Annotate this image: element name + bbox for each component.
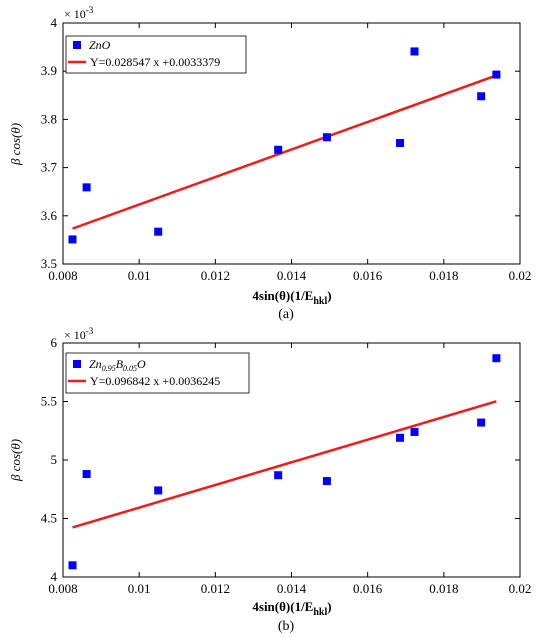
panel-b-data-point xyxy=(322,477,331,486)
panel-a-y-tick-label: 3.5 xyxy=(41,256,57,271)
panel-a-x-tick-label: 0.012 xyxy=(201,268,230,283)
panel-b-data-point xyxy=(477,418,486,427)
panel-b-x-tick-label: 0.018 xyxy=(429,581,458,596)
panel-b-x-tick-label: 0.008 xyxy=(48,581,77,596)
panel-a-data-point xyxy=(68,235,77,244)
panel-b-x-tick-label: 0.02 xyxy=(509,581,532,596)
panel-a-chart: 0.008 0.01 0.012 0.014 0.016 0.018 0.02 3.5 3.6… xyxy=(8,5,531,322)
panel-b-data-point xyxy=(396,433,405,442)
panel-a-y-ticks: 3.5 3.6 3.7 3.8 3.9 4 xyxy=(41,15,520,271)
panel-b-data-point xyxy=(492,354,501,363)
panel-a-caption: (a) xyxy=(278,307,294,322)
panel-a-x-tick-label: 0.014 xyxy=(277,268,307,283)
panel-b-x-tick-label: 0.014 xyxy=(277,581,307,596)
panel-a-x-tick-label: 0.02 xyxy=(509,268,532,283)
panel-b-y-axis-label: β cos(θ) xyxy=(8,439,23,482)
panel-a-y-exponent: × 10-3 xyxy=(64,5,94,21)
panel-b-x-ticks: 0.008 0.01 0.012 0.014 0.016 0.018 0.02 xyxy=(48,343,531,596)
panel-b-fit-line xyxy=(72,400,497,529)
panel-a-legend: ZnO Y=0.028547 x +0.0033379 xyxy=(65,35,247,74)
panel-a-legend-series-label: ZnO xyxy=(89,38,111,52)
panel-b-chart: 0.008 0.01 0.012 0.014 0.016 0.018 0.02 4 4.5 5 5… xyxy=(8,326,531,634)
panel-a-x-axis-label: 4sin(θ)(1/Ehkl) xyxy=(252,288,331,307)
panel-b-caption: (b) xyxy=(278,619,295,634)
panel-b-legend-series-label: Zn0.95B0.05O xyxy=(89,357,146,373)
panel-a-data-point xyxy=(492,70,501,79)
panel-a-y-tick-label: 3.6 xyxy=(41,208,58,223)
panel-a-data-point xyxy=(154,227,163,236)
panel-b-x-axis-label: 4sin(θ)(1/Ehkl) xyxy=(252,599,331,618)
panel-a-legend-marker-icon xyxy=(73,41,81,49)
panel-b-data-point xyxy=(68,561,77,570)
panel-a-data-point xyxy=(410,47,419,56)
panel-a-fit-line xyxy=(72,74,497,230)
panel-b-legend: Zn0.95B0.05O Y=0.096842 x +0.0036245 xyxy=(65,352,250,394)
panel-a-x-tick-label: 0.018 xyxy=(429,268,458,283)
panel-b-marks xyxy=(68,354,501,570)
panel-b-x-tick-label: 0.01 xyxy=(128,581,151,596)
panel-a-data-point xyxy=(82,183,91,192)
panel-b-data-point xyxy=(410,427,419,436)
panel-b-data-point xyxy=(82,470,91,479)
panel-a-x-tick-label: 0.008 xyxy=(48,268,77,283)
panel-a-y-tick-label: 3.9 xyxy=(41,63,57,78)
panel-a-data-point xyxy=(274,145,283,154)
panel-b-y-tick-label: 5 xyxy=(51,452,58,467)
panel-b-y-tick-label: 4.5 xyxy=(41,511,57,526)
panel-b-legend-marker-icon xyxy=(73,360,81,368)
panel-a-data-point xyxy=(477,92,486,101)
panel-b-y-tick-label: 5.5 xyxy=(41,394,57,409)
panel-a-x-tick-label: 0.016 xyxy=(353,268,383,283)
panel-b-x-tick-label: 0.016 xyxy=(353,581,383,596)
panel-a-legend-box xyxy=(65,35,247,74)
panel-a-y-axis-label: β cos(θ) xyxy=(8,123,23,166)
panel-b-legend-box xyxy=(65,352,250,394)
panel-b-y-exponent: × 10-3 xyxy=(64,326,94,342)
panel-b-legend-fit-label: Y=0.096842 x +0.0036245 xyxy=(90,374,220,388)
panel-a-y-tick-label: 3.8 xyxy=(41,111,57,126)
panel-b-x-tick-label: 0.012 xyxy=(201,581,230,596)
panel-b-y-ticks: 4 4.5 5 5.5 6 xyxy=(41,335,520,584)
panel-a-legend-fit-label: Y=0.028547 x +0.0033379 xyxy=(90,55,220,69)
panel-a-y-tick-label: 4 xyxy=(51,15,58,30)
panel-a-y-tick-label: 3.7 xyxy=(41,160,58,175)
panel-a-x-ticks: 0.008 0.01 0.012 0.014 0.016 0.018 0.02 xyxy=(48,23,531,283)
panel-a-data-point xyxy=(396,139,405,148)
panel-b-data-point xyxy=(274,471,283,480)
panel-a-data-point xyxy=(322,133,331,142)
panel-b-y-tick-label: 4 xyxy=(51,569,58,584)
panel-b-data-point xyxy=(154,486,163,495)
panel-b-y-tick-label: 6 xyxy=(51,335,58,350)
panel-a-marks xyxy=(68,47,501,244)
panel-a-x-tick-label: 0.01 xyxy=(128,268,151,283)
